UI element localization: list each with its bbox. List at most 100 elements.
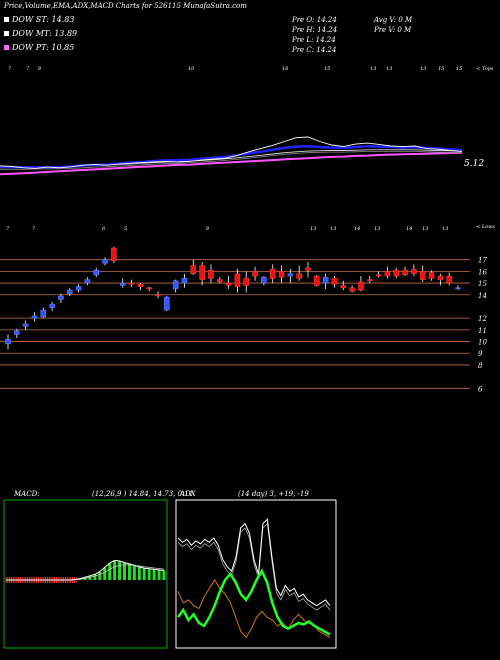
candle-body-2: [22, 323, 29, 327]
candle-low-tick-3: 5: [124, 226, 127, 232]
price-level-label-4: 12: [478, 315, 487, 323]
adx-content: [176, 518, 331, 639]
candle-body-15: [137, 283, 144, 287]
macd-hist-21: [108, 563, 112, 580]
candle-body-14: [128, 282, 135, 285]
candle-low-tick-6: 13: [330, 226, 336, 232]
adx-label: ADX: [179, 490, 197, 498]
avg-volume: Avg V: 0 M: [373, 16, 413, 24]
candle-body-45: [402, 269, 408, 276]
ema-mid-line: [0, 149, 463, 169]
price-grid: 17 16 15 14 12 11 10 9 8 6: [0, 257, 487, 393]
macd-panel: MACD: (12,26,9 ) 14.84, 14.73, 0.11: [3, 490, 193, 649]
adx-shadow-line: [177, 522, 331, 611]
ema-last-value: 5.12: [464, 159, 484, 169]
minus-di-line: [177, 578, 331, 639]
candle-body-21: [190, 265, 197, 274]
candle-body-41: [367, 279, 373, 281]
candle-body-12: [111, 247, 117, 262]
pre-volume: Pre V: 0 M: [373, 26, 412, 34]
ema-top-ticks: 7 7 8 10 18 15 13 13 13 15 15: [8, 66, 462, 72]
macd-hist-32: [162, 570, 166, 580]
legend-dow-mt: DOW MT: 13.89: [11, 29, 77, 38]
macd-content: [5, 559, 166, 583]
chart-title: Price,Volume,EMA,ADX,MACD Charts for 526…: [3, 2, 247, 10]
macd-hist-26: [132, 565, 136, 580]
candle-body-29: [261, 276, 267, 284]
candle-body-33: [296, 273, 302, 279]
candle-body-49: [437, 275, 444, 280]
candle-low-tick-8: 13: [374, 226, 380, 232]
candle-body-26: [234, 273, 241, 287]
ema-top-tick-0: 7: [8, 66, 12, 72]
candle-body-23: [208, 269, 214, 279]
candle-body-42: [375, 274, 382, 277]
candle-panel: 7 7 6 5 8 13 13 14 13 14 13 13 < Lows 1716151412111…: [0, 224, 495, 393]
adx-line: [177, 518, 331, 607]
legend-swatch-st: [4, 17, 9, 22]
adx-frame: [175, 499, 337, 649]
ohlc-open: Pre O: 14.24: [291, 16, 337, 24]
ohlc-info: Pre O: 14.24 Pre H: 14.24 Pre L: 14.24 P…: [291, 16, 413, 54]
ema-top-tick-4: 18: [282, 66, 288, 72]
macd-hist-27: [137, 566, 141, 580]
candle-body-13: [119, 282, 126, 286]
ema-top-tick-10: 15: [456, 66, 462, 72]
ohlc-close: Pre C: 14.24: [291, 46, 336, 54]
candle-body-27: [243, 278, 249, 286]
candle-low-tick-0: 7: [6, 226, 10, 232]
macd-hist-20: [103, 567, 107, 580]
ema-top-tick-1: 7: [26, 66, 30, 72]
candle-low-tick-9: 14: [406, 226, 412, 232]
ema-top-tick-2: 8: [38, 66, 41, 72]
price-level-label-0: 17: [478, 257, 487, 265]
candle-body-6: [58, 295, 64, 300]
ema-top-tick-6: 13: [370, 66, 376, 72]
candle-body-47: [419, 271, 426, 280]
candle-low-tick-2: 6: [102, 226, 106, 232]
macd-params: (12,26,9 ) 14.84, 14.73, 0.11: [92, 490, 193, 498]
ema-top-tick-9: 15: [438, 66, 444, 72]
candle-body-38: [340, 285, 347, 289]
candle-body-31: [278, 271, 285, 278]
candle-body-46: [411, 268, 417, 274]
candle-body-8: [75, 286, 82, 291]
macd-hist-30: [152, 569, 156, 580]
candle-body-39: [349, 287, 355, 292]
price-level-label-1: 16: [478, 268, 487, 276]
candle-body-11: [102, 259, 108, 264]
macd-hist-28: [142, 568, 146, 580]
legend-swatch-pt: [4, 45, 9, 50]
ohlc-high: Pre H: 14.24: [291, 26, 337, 34]
ema-panel: 7 7 8 10 18 15 13 13 13 15 15 < Tops 5.12: [0, 66, 494, 176]
macd-hist-22: [113, 560, 117, 580]
price-level-label-9: 6: [478, 385, 483, 393]
candle-body-1: [14, 330, 20, 335]
candle-body-51: [455, 287, 461, 290]
ema-lines: [0, 136, 463, 176]
candle-low-tick-1: 7: [32, 226, 36, 232]
ema-top-tick-8: 13: [420, 66, 426, 72]
macd-hist-19: [98, 571, 102, 580]
candle-body-10: [93, 269, 99, 276]
plus-di-line: [176, 568, 331, 636]
macd-hist-18: [93, 574, 97, 580]
macd-hist-25: [127, 563, 131, 580]
candle-body-22: [199, 265, 205, 280]
candle-body-30: [269, 268, 276, 279]
ema-mid2-line: [0, 150, 463, 170]
candle-body-44: [393, 269, 399, 277]
candle-low-tick-7: 14: [354, 226, 360, 232]
candle-body-34: [305, 267, 311, 271]
ohlc-low: Pre L: 14.24: [291, 36, 336, 44]
legend-swatch-mt: [4, 31, 9, 36]
legend-dow-st: DOW ST: 14.83: [11, 15, 74, 24]
candles: [5, 246, 461, 350]
candle-low-ticks: 7 7 6 5 8 13 13 14 13 14 13 13: [6, 226, 448, 232]
candle-body-19: [172, 280, 179, 290]
price-level-label-3: 14: [478, 292, 487, 300]
legend: DOW ST: 14.83 DOW MT: 13.89 DOW PT: 10.8…: [4, 15, 77, 52]
macd-hist-24: [123, 562, 126, 580]
macd-label: MACD:: [13, 490, 40, 498]
